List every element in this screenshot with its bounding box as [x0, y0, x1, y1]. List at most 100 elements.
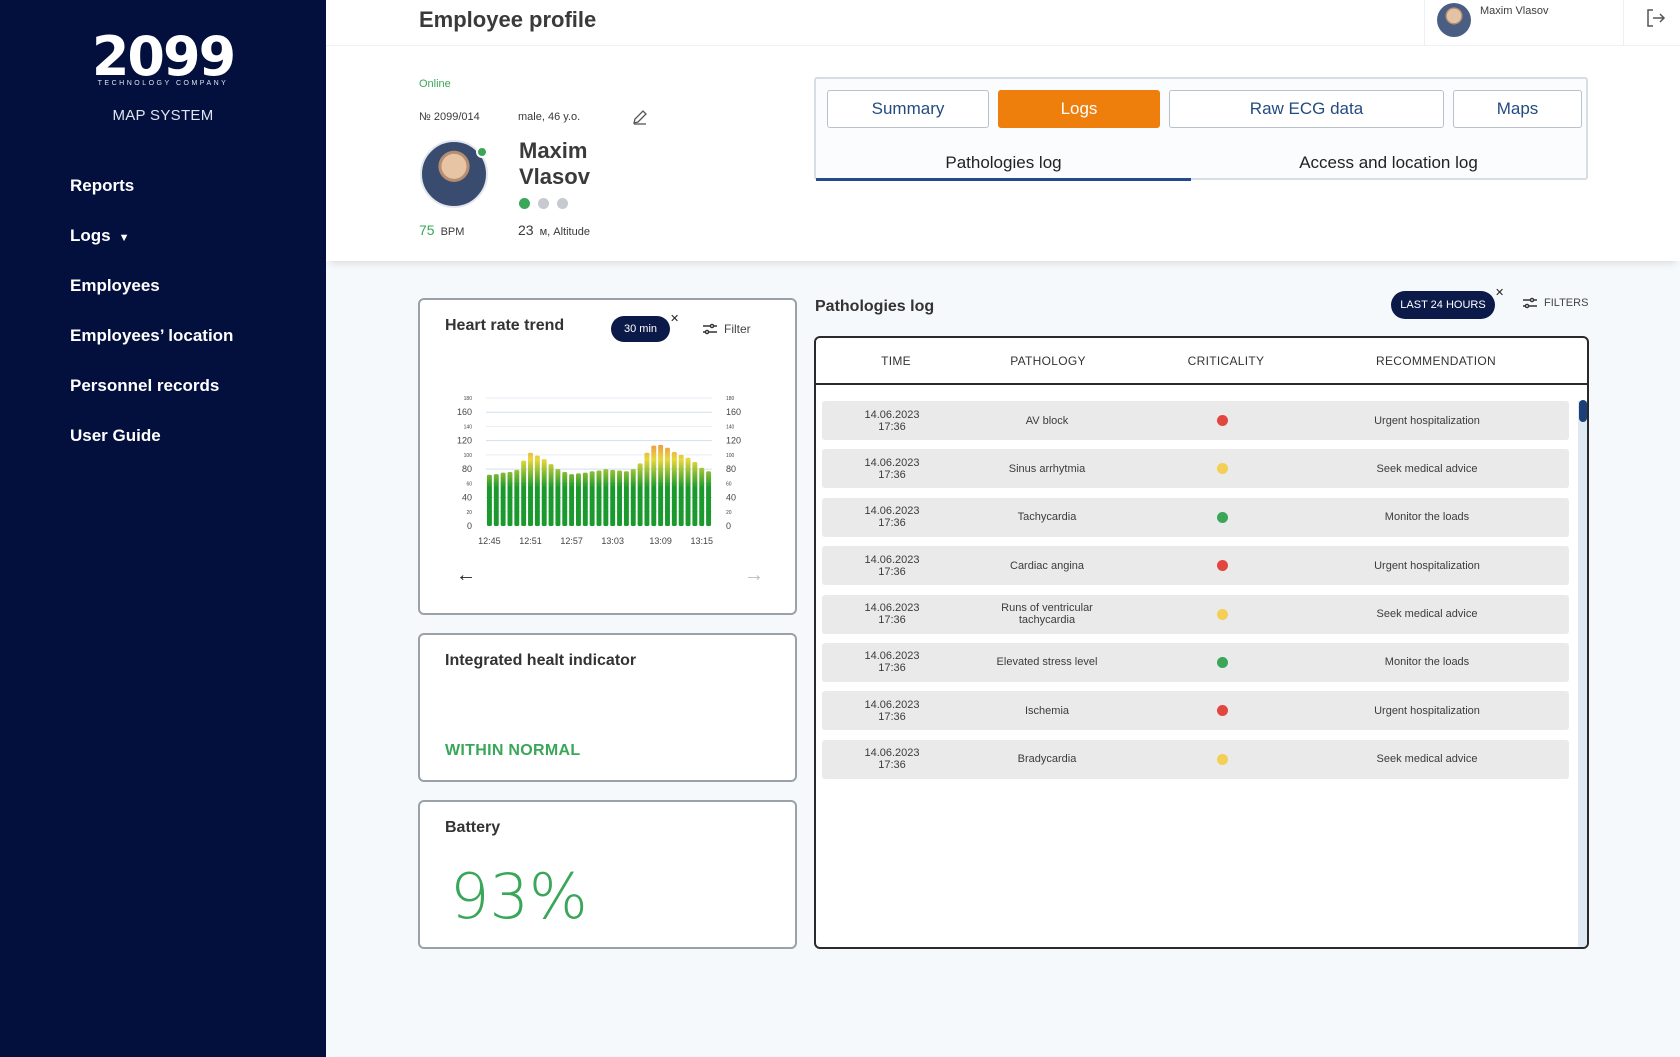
chart-bar [500, 472, 506, 526]
criticality-indicator [1216, 560, 1228, 572]
row-date: 14.06.2023 [864, 553, 920, 566]
pathology-cell: Cardiac angina [1010, 559, 1084, 572]
range-pill[interactable]: 30 min [611, 316, 670, 342]
sidebar-item-employees-location[interactable]: Employees’ location [70, 324, 233, 374]
arrow-right-icon[interactable]: → [744, 564, 764, 586]
chart-bar [603, 469, 609, 526]
filters-label: FILTERS [1544, 297, 1589, 309]
logo-number: 2099 [91, 25, 236, 88]
tab-logs[interactable]: Logs [998, 90, 1160, 128]
edit-icon[interactable] [631, 108, 649, 126]
sidebar-item-user-guide[interactable]: User Guide [70, 424, 233, 474]
column-header: PATHOLOGY [1010, 354, 1086, 368]
profile-panel: Online № 2099/014 male, 46 y.o. Maxim Vl… [326, 46, 1680, 261]
chart-bar [493, 474, 499, 526]
table-row[interactable]: 14.06.2023 17:36 Cardiac angina Urgent hosp… [822, 546, 1569, 586]
sliders-icon [703, 323, 717, 335]
time-cell: 14.06.2023 17:36 [852, 595, 932, 634]
chart-bar [582, 472, 588, 526]
user-menu[interactable]: Maxim Vlasov [1424, 0, 1624, 46]
y-tick-minor-label: 20 [726, 510, 732, 516]
time-cell: 14.06.2023 17:36 [852, 401, 932, 440]
close-icon[interactable]: ✕ [1495, 287, 1505, 299]
bpm-unit: BPM [440, 226, 465, 238]
criticality-indicator [1216, 511, 1228, 523]
chart-bar [514, 469, 520, 526]
row-date: 14.06.2023 [864, 505, 920, 518]
column-header: RECOMMENDATION [1376, 354, 1496, 368]
user-avatar [1437, 3, 1471, 37]
y-tick-minor-label: 180 [464, 396, 473, 402]
sidebar-item-personnel-records[interactable]: Personnel records [70, 374, 233, 424]
time-cell: 14.06.2023 17:36 [852, 691, 932, 730]
time-cell: 14.06.2023 17:36 [852, 546, 932, 585]
logo[interactable]: 2099 TECHNOLOGY COMPANY MAP SYSTEM [0, 25, 326, 125]
card-title: Battery [445, 819, 501, 836]
criticality-cell [1157, 643, 1287, 682]
table-row[interactable]: 14.06.2023 17:36 Elevated stress level Moni… [822, 642, 1569, 682]
sidebar-item-label: Employees [70, 276, 160, 295]
criticality-indicator [1216, 753, 1228, 765]
chart-bar [569, 474, 575, 526]
chart-bar [617, 470, 623, 526]
logout-icon[interactable] [1644, 7, 1666, 29]
table-row[interactable]: 14.06.2023 17:36 Sinus arrhytmia Seek medic… [822, 449, 1569, 489]
subtab-pathologies-log[interactable]: Pathologies log [816, 152, 1191, 181]
pathology-cell: AV block [1025, 414, 1069, 427]
table-row[interactable]: 14.06.2023 17:36 Tachycardia Monitor the lo… [822, 497, 1569, 537]
altitude-unit: м, Altitude [539, 226, 590, 238]
sidebar-item-reports[interactable]: Reports [70, 174, 233, 224]
scrollbar[interactable] [1578, 401, 1587, 947]
table-body: 14.06.2023 17:36 AV block Urgent hospitaliz… [822, 401, 1569, 788]
table-row[interactable]: 14.06.2023 17:36 Runs of ventricular tachy… [822, 594, 1569, 634]
sidebar-item-employees[interactable]: Employees [70, 274, 233, 324]
row-time: 17:36 [878, 710, 906, 723]
criticality-cell [1157, 401, 1287, 440]
x-tick-label: 13:09 [649, 536, 672, 546]
criticality-cell [1157, 595, 1287, 634]
y-tick-label: 80 [726, 464, 736, 474]
chart-bar [541, 459, 547, 526]
row-time: 17:36 [878, 468, 906, 481]
chart-bar [548, 464, 554, 526]
pathology-cell: Sinus arrhytmia [1008, 462, 1086, 475]
x-tick-label: 12:45 [478, 536, 501, 546]
table-row[interactable]: 14.06.2023 17:36 Ischemia Urgent hospitaliz… [822, 691, 1569, 731]
y-tick-minor-label: 100 [464, 453, 473, 459]
arrow-left-icon[interactable]: ← [456, 564, 476, 586]
time-cell: 14.06.2023 17:36 [852, 740, 932, 779]
subtab-access-location-log[interactable]: Access and location log [1299, 153, 1478, 172]
tab-raw-ecg[interactable]: Raw ECG data [1169, 90, 1444, 128]
y-tick-label: 120 [726, 436, 741, 446]
chart-bar [637, 463, 643, 526]
row-date: 14.06.2023 [864, 602, 920, 615]
sidebar-item-logs[interactable]: Logs ▼ [70, 224, 233, 274]
table-row[interactable]: 14.06.2023 17:36 Bradycardia Seek medical a… [822, 739, 1569, 779]
y-tick-label: 40 [462, 493, 472, 503]
tab-maps[interactable]: Maps [1453, 90, 1582, 128]
close-icon[interactable]: ✕ [670, 313, 680, 325]
pathology-cell: Ischemia [1024, 704, 1070, 717]
tab-summary[interactable]: Summary [827, 90, 989, 128]
logo-tagline: TECHNOLOGY COMPANY [97, 80, 229, 87]
filters-button[interactable]: FILTERS [1522, 297, 1588, 309]
row-date: 14.06.2023 [864, 408, 920, 421]
y-tick-minor-label: 140 [726, 424, 735, 430]
chart-bar [507, 471, 513, 526]
profile-tabs: Summary Logs Raw ECG data Maps Pathologi… [814, 77, 1588, 181]
bpm-value: 75 [419, 222, 435, 238]
criticality-cell [1157, 740, 1287, 779]
chart-bar [528, 452, 533, 526]
criticality-cell [1157, 449, 1287, 488]
table-row[interactable]: 14.06.2023 17:36 AV block Urgent hospitaliz… [822, 401, 1569, 440]
criticality-indicator [1216, 656, 1228, 668]
recommendation-cell: Monitor the loads [1384, 511, 1470, 524]
online-indicator [476, 146, 488, 158]
chart-bar [699, 467, 705, 526]
range-pill[interactable]: LAST 24 HOURS [1391, 291, 1495, 319]
filter-button[interactable]: Filter [702, 322, 751, 336]
criticality-indicator [1216, 705, 1228, 717]
scrollbar-thumb[interactable] [1579, 400, 1587, 422]
y-tick-minor-label: 100 [726, 453, 735, 459]
row-date: 14.06.2023 [864, 747, 920, 760]
